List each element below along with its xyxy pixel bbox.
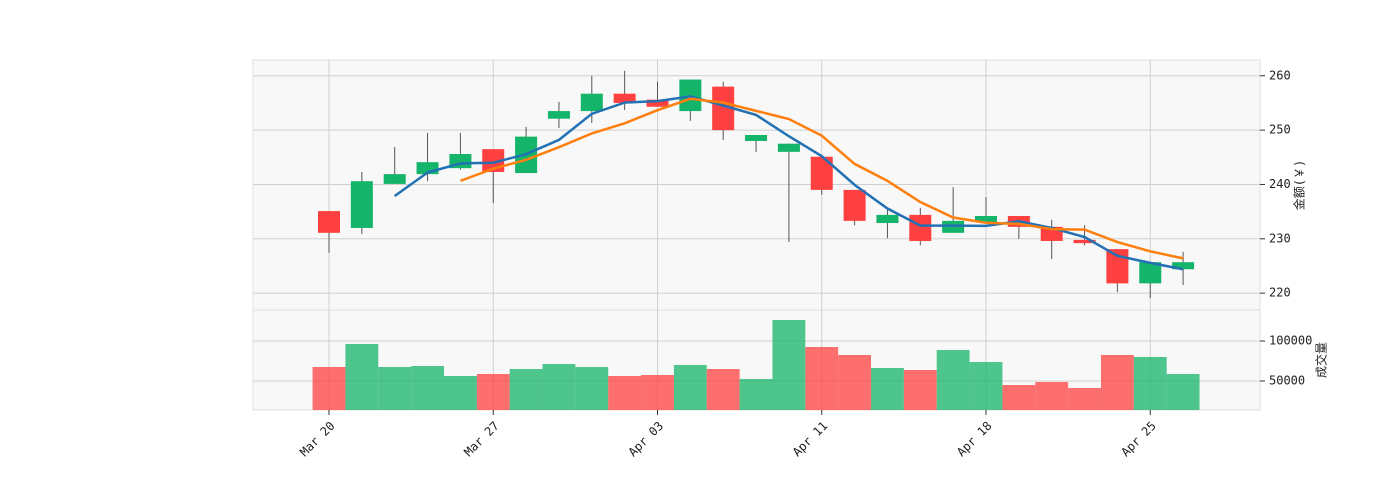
volume-tick-label: 100000 — [1269, 334, 1312, 348]
volume-bar — [706, 369, 740, 410]
x-tick-label: Apr 11 — [790, 419, 831, 460]
candle-body — [416, 162, 439, 175]
x-tick-label: Mar 27 — [461, 419, 502, 460]
candle-body — [810, 156, 833, 190]
y-axis-label: 金额(￥) — [1292, 160, 1307, 210]
x-tick-label: Apr 25 — [1118, 419, 1159, 460]
candle-body — [777, 143, 800, 152]
candle-body — [876, 214, 899, 224]
volume-bar — [443, 376, 477, 410]
candle-body — [712, 86, 735, 131]
volume-bar — [1035, 382, 1069, 410]
volume-bar — [1100, 355, 1134, 410]
volume-bar — [1166, 374, 1200, 410]
moving-average-line — [459, 97, 1184, 260]
volume-bar — [1133, 357, 1167, 410]
candle-body — [745, 135, 768, 141]
volume-bar — [739, 379, 773, 410]
candle-body — [350, 181, 373, 228]
volume-bar — [312, 367, 346, 410]
candle-body — [613, 93, 636, 103]
volume-bar — [509, 369, 543, 410]
volume-bar — [805, 347, 839, 410]
y-tick-label: 230 — [1269, 231, 1291, 245]
candle-body — [318, 211, 340, 233]
volume-bar — [871, 368, 904, 410]
volume-bar — [936, 350, 970, 410]
candle-body — [942, 220, 965, 233]
price-panel — [252, 59, 1261, 311]
x-tick-label: Apr 03 — [626, 419, 667, 460]
candle-body — [646, 99, 669, 107]
candle-body — [843, 189, 866, 221]
candle-body — [547, 111, 570, 119]
candle-body — [909, 214, 932, 241]
volume-bar — [673, 365, 707, 410]
x-tick-label: Mar 20 — [297, 419, 338, 460]
candle-body — [1106, 249, 1129, 284]
volume-bar — [345, 344, 379, 410]
candle-body — [383, 174, 406, 184]
volume-bar — [575, 367, 609, 410]
candle-body — [1172, 262, 1195, 270]
volume-bar — [411, 366, 444, 410]
volume-axis-label: 成交量 — [1314, 342, 1329, 378]
x-tick-label: Apr 18 — [954, 419, 995, 460]
y-tick-label: 250 — [1269, 123, 1291, 137]
candle-body — [580, 93, 603, 112]
volume-bar — [772, 320, 806, 410]
y-tick-label: 220 — [1269, 286, 1291, 300]
volume-bar — [1068, 388, 1101, 410]
candle-body — [1073, 239, 1096, 244]
volume-bar — [1002, 385, 1036, 410]
candle-body — [975, 215, 997, 222]
volume-tick-label: 50000 — [1269, 374, 1305, 388]
volume-bar — [542, 364, 576, 410]
volume-bar — [838, 355, 872, 410]
volume-bar — [476, 374, 510, 410]
volume-bar — [641, 375, 674, 410]
volume-bar — [903, 370, 937, 410]
volume-bar — [608, 376, 642, 410]
volume-bar — [378, 367, 412, 410]
y-tick-label: 260 — [1269, 68, 1291, 82]
y-tick-label: 240 — [1269, 177, 1291, 191]
candle-body — [1139, 262, 1162, 284]
volume-bar — [969, 362, 1003, 410]
